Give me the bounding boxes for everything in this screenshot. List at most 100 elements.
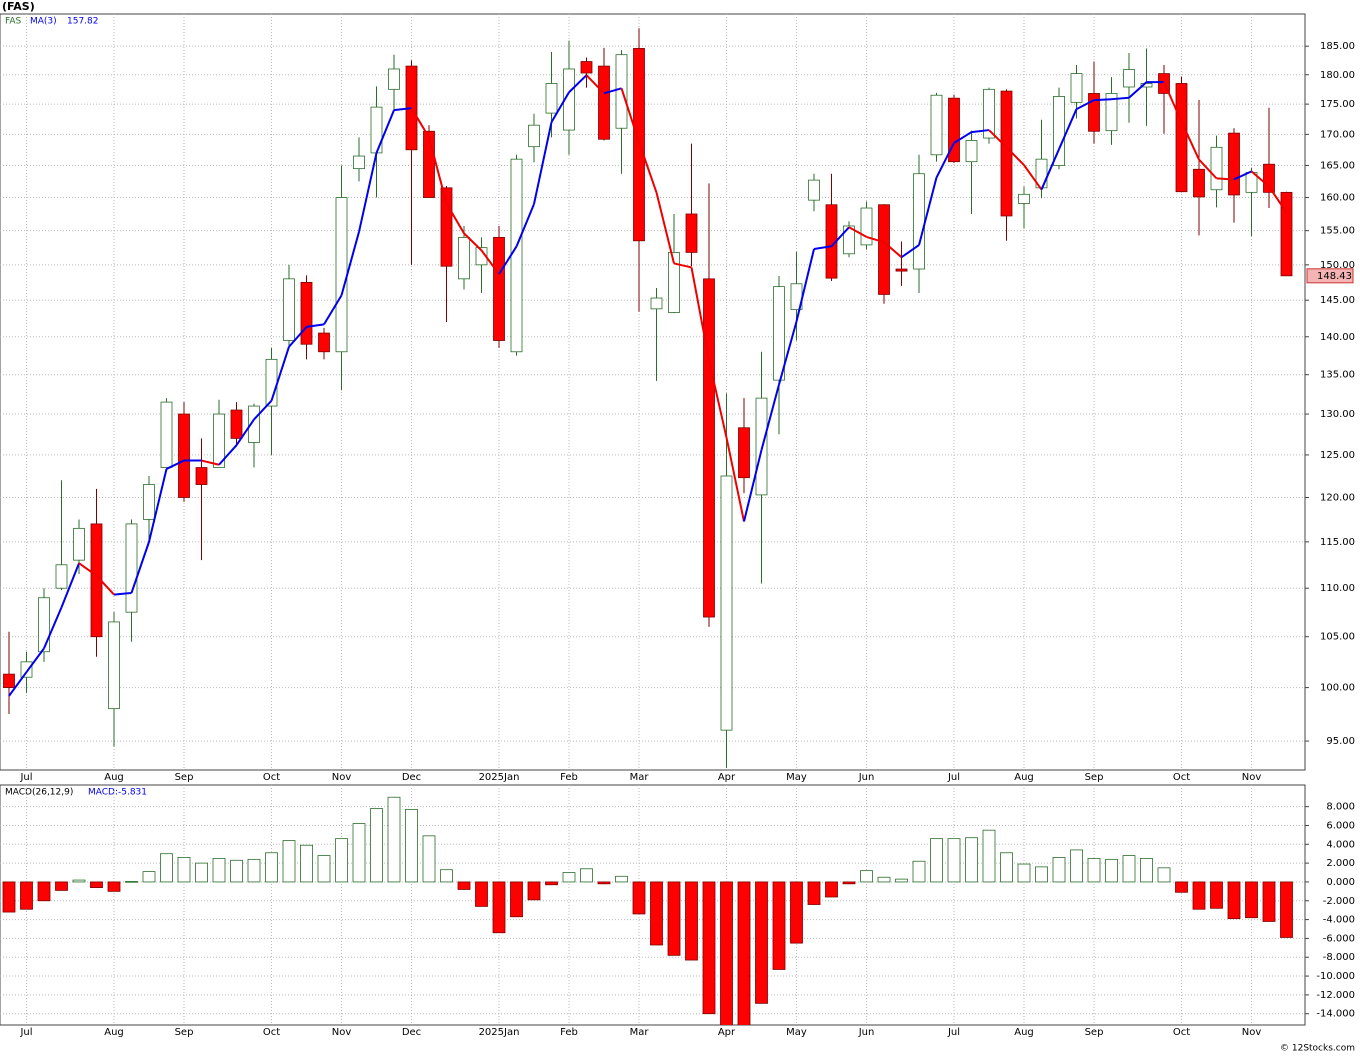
candle-body [965,140,978,163]
macd-bar [877,876,891,883]
candle-body [720,475,733,731]
macd-bar [632,881,646,915]
ma-segment [883,241,903,258]
ma-segment [166,459,185,470]
y-tick-label: 170.00 [1320,129,1355,140]
macd-bar [1070,849,1083,883]
x-tick-label: Sep [175,1027,194,1038]
y-tick-label: 120.00 [1320,492,1355,503]
candle-body [1263,163,1275,193]
ma-segment [428,137,448,204]
macd-bar [230,859,243,883]
macd-panel [0,784,1306,1026]
candle-body [248,405,260,443]
macd-bar [265,852,278,883]
ma-segment [410,107,430,138]
ma-segment [130,541,150,594]
ma-segment [1005,146,1025,166]
ma-segment [1040,148,1060,190]
x-tick-label: Nov [1242,772,1262,783]
x-tick-label: 2025Jan [479,772,520,783]
x-tick-label: Aug [104,772,124,783]
macd-bar [895,878,908,883]
candle-body [213,413,225,468]
y-tick-label: 110.00 [1320,583,1355,594]
x-tick-label: Mar [630,772,650,783]
macd-bar [142,871,156,883]
y-tick-label: 185.00 [1320,41,1355,52]
macd-bar [90,881,103,888]
x-tick-label: Nov [332,772,352,783]
macd-bar [1000,852,1013,883]
macd-bar [825,881,838,898]
ma-segment [463,232,483,252]
candle-body [318,332,330,353]
macd-bar [440,869,453,883]
candle-body [1088,93,1100,132]
macd-bar [2,881,16,913]
macd-bar [667,881,681,956]
candle-body [493,237,505,341]
macd-bar [737,881,751,1025]
macd-bar [335,838,348,883]
ma-segment [480,249,500,275]
macd-bar [1280,881,1293,938]
ma-segment [270,346,290,402]
candle-body [440,187,453,267]
ma-segment [1111,96,1130,101]
candle-body [563,68,575,131]
candle-body [1228,132,1240,196]
ma-segment [358,152,378,233]
chart-title: (FAS) [2,0,35,13]
macd-bar [1140,858,1153,883]
candle-body [808,179,820,201]
ma-segment [218,444,238,466]
macd-bar [20,881,33,910]
y-tick-label: 130.00 [1320,409,1355,420]
macd-bar [860,870,873,883]
ma-segment [935,142,955,178]
candle-body [983,88,995,139]
x-tick-label: Oct [1173,772,1190,783]
macd-bar [1035,866,1048,883]
macd-bar [1262,881,1276,922]
ma-segment [8,671,28,697]
x-tick-label: 2025Jan [479,1027,520,1038]
candle-body [1193,168,1205,198]
candle-body [1000,90,1013,217]
y-tick-label: 135.00 [1320,370,1355,381]
last-price-label: 148.43 [1317,271,1352,282]
candle-body [545,83,558,114]
candle-body [1123,69,1135,88]
macd-bar [317,855,331,883]
ma-segment [585,74,605,94]
ma-segment [971,129,990,134]
x-tick-label: Oct [1173,1027,1190,1038]
y-tick-label: 115.00 [1320,537,1355,548]
x-tick-label: Nov [332,1027,352,1038]
candle-body [300,281,313,345]
macd-bar [352,823,366,883]
ma-segment [1180,121,1200,161]
ma-segment [795,248,815,322]
macd-bar [55,881,68,891]
candle-body [353,155,365,170]
macd-bar [772,881,786,970]
macd-bar [1157,867,1171,883]
y-tick-label: 8.000 [1326,802,1355,813]
candle-body [1210,146,1223,191]
x-tick-label: Mar [630,1027,650,1038]
candle-body [73,527,85,561]
x-tick-label: Aug [104,1027,124,1038]
x-tick-label: May [786,772,807,783]
ma-segment [1093,98,1112,102]
macd-bar [720,881,733,1025]
x-tick-label: Jun [858,772,875,783]
macd-bar [597,881,611,885]
macd-bar [702,881,716,1015]
ma-segment [1163,81,1183,123]
ma-segment [988,129,1008,149]
ma-segment [375,109,395,154]
ma-segment [778,321,798,385]
ma-segment [866,235,885,244]
